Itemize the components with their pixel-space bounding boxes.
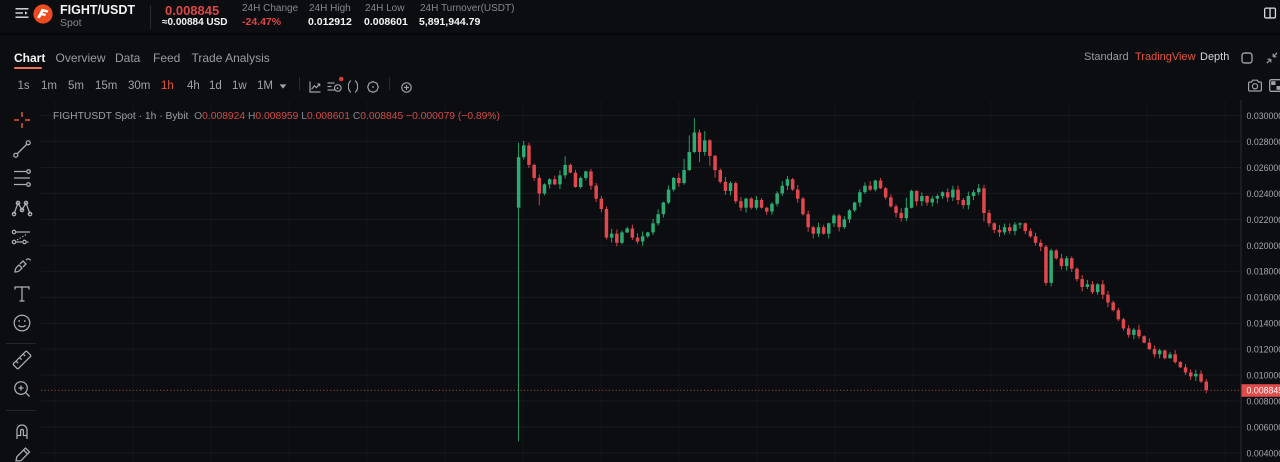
svg-text:0.028000: 0.028000 bbox=[1247, 137, 1280, 147]
svg-text:0.024000: 0.024000 bbox=[1247, 189, 1280, 199]
svg-text:0.014000: 0.014000 bbox=[1247, 319, 1280, 329]
svg-text:0.016000: 0.016000 bbox=[1247, 293, 1280, 303]
svg-text:0.008845: 0.008845 bbox=[1247, 386, 1280, 396]
svg-text:0.030000: 0.030000 bbox=[1247, 111, 1280, 121]
svg-text:0.004000: 0.004000 bbox=[1247, 448, 1280, 458]
svg-text:0.022000: 0.022000 bbox=[1247, 215, 1280, 225]
svg-text:0.018000: 0.018000 bbox=[1247, 267, 1280, 277]
svg-text:0.020000: 0.020000 bbox=[1247, 241, 1280, 251]
svg-text:0.008000: 0.008000 bbox=[1247, 396, 1280, 406]
svg-text:0.012000: 0.012000 bbox=[1247, 345, 1280, 355]
svg-text:0.026000: 0.026000 bbox=[1247, 163, 1280, 173]
svg-text:FIGHTUSDT Spot · 1h · Bybit O: FIGHTUSDT Spot · 1h · Bybit O0.008924 H0… bbox=[53, 111, 500, 122]
svg-text:0.010000: 0.010000 bbox=[1247, 371, 1280, 381]
svg-text:0.006000: 0.006000 bbox=[1247, 422, 1280, 432]
